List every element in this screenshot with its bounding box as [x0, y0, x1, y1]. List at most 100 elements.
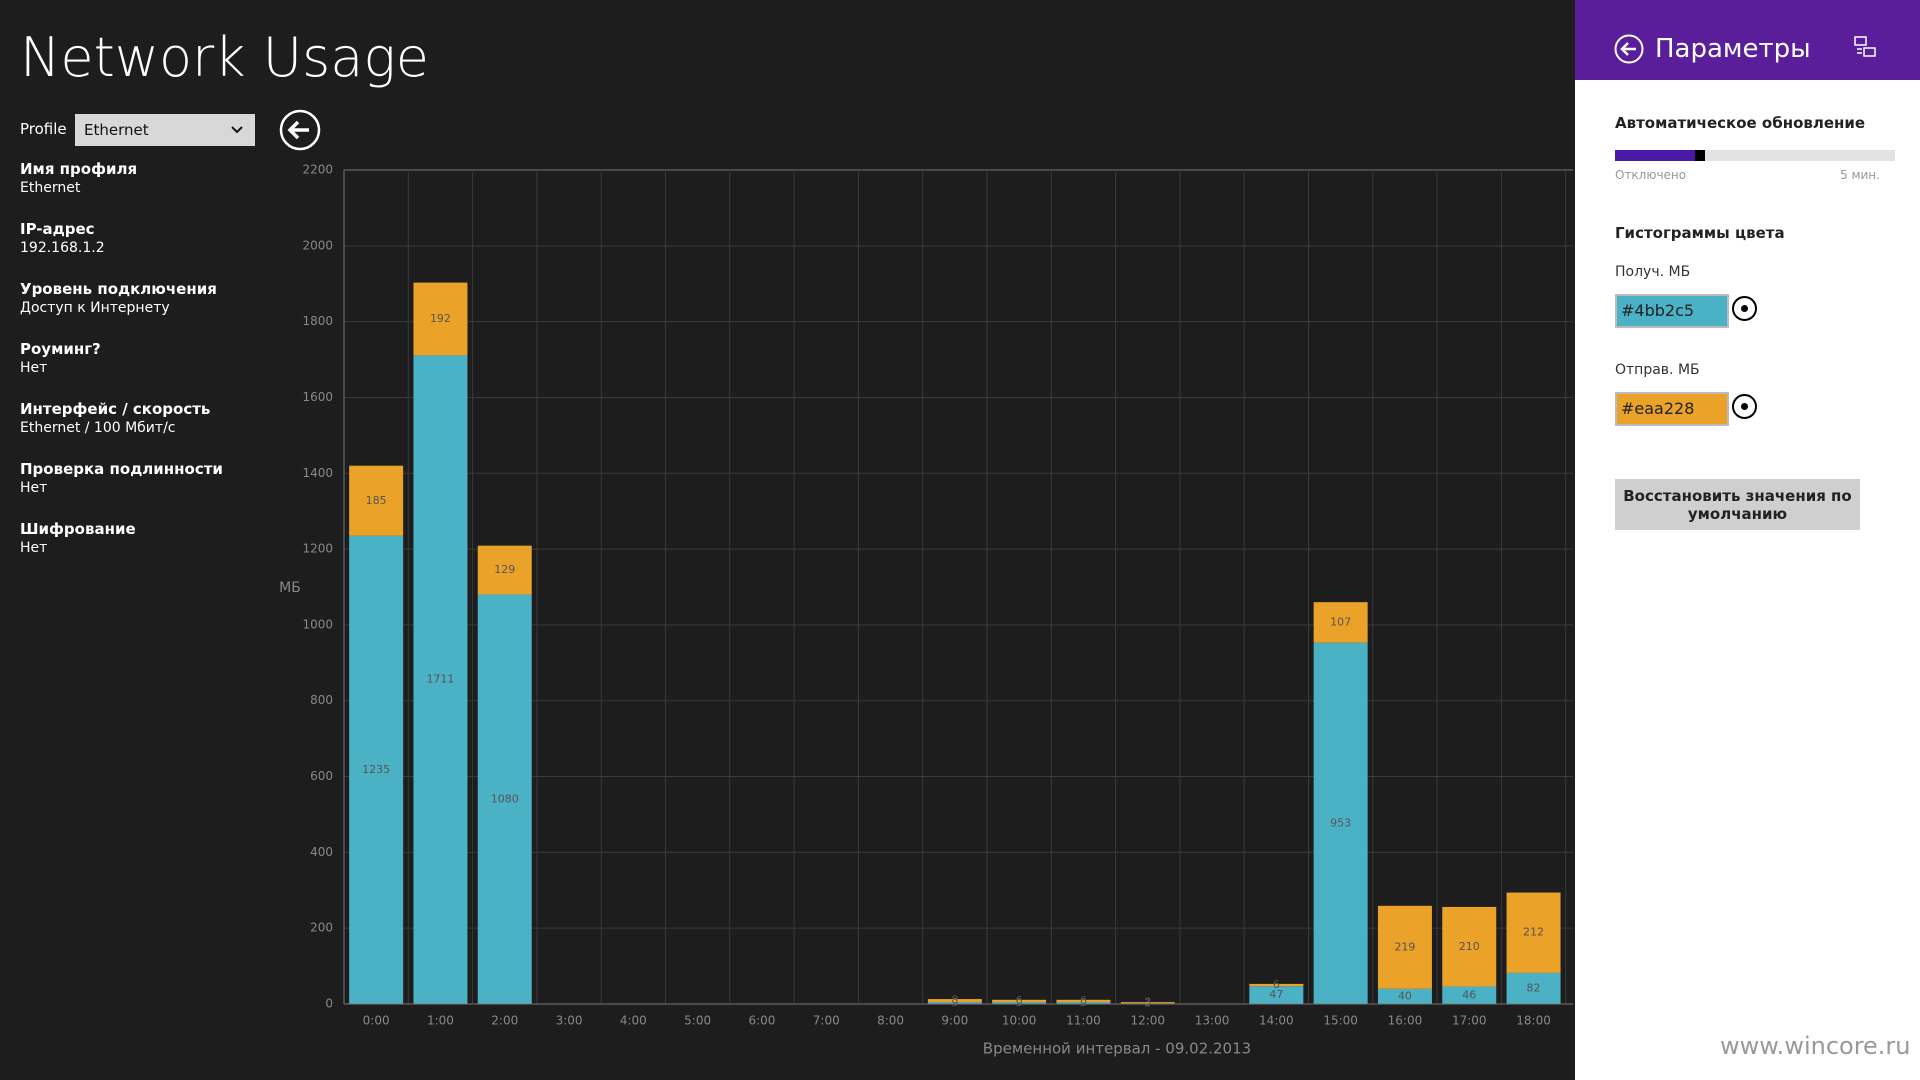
info-label: Имя профиля — [20, 160, 138, 178]
bar-segment — [1120, 1002, 1175, 1004]
x-tick-label: 7:00 — [813, 1014, 840, 1028]
x-tick-label: 13:00 — [1195, 1014, 1230, 1028]
info-label: Шифрование — [20, 520, 136, 538]
data-label: 129 — [494, 563, 515, 576]
x-tick-label: 0:00 — [363, 1014, 390, 1028]
series-name: Отправ. МБ — [1615, 362, 1700, 378]
data-label: 5 — [951, 996, 958, 1009]
bar-segment — [413, 282, 468, 356]
bar-segment — [1442, 906, 1497, 987]
bar-segment — [1506, 892, 1561, 973]
color-input[interactable]: #eaa228 — [1615, 392, 1729, 426]
x-tick-label: 16:00 — [1388, 1014, 1423, 1028]
slider-max: 5 мин. — [1840, 168, 1880, 182]
x-tick-label: 1:00 — [427, 1014, 454, 1028]
data-label: 107 — [1330, 615, 1351, 628]
y-tick-label: 1800 — [302, 314, 333, 328]
x-tick-label: 11:00 — [1066, 1014, 1101, 1028]
data-label: 1711 — [426, 673, 454, 686]
y-axis-label: МБ — [279, 580, 301, 596]
info-value: Ethernet — [20, 180, 81, 196]
picker-dot — [1741, 305, 1748, 312]
y-tick-label: 2200 — [302, 163, 333, 177]
back-button[interactable] — [278, 108, 322, 152]
series-name: Получ. МБ — [1615, 264, 1691, 280]
bar-segment — [1249, 983, 1304, 987]
bar-segment — [1313, 642, 1368, 1004]
data-label: 6 — [1273, 978, 1280, 991]
data-label: 192 — [430, 312, 451, 325]
profile-dropdown[interactable]: Ethernet — [75, 114, 255, 146]
color-picker[interactable] — [1732, 394, 1757, 419]
app-icon — [1854, 36, 1876, 57]
bar-segment — [927, 1002, 982, 1004]
info-label: IP-адрес — [20, 220, 95, 238]
bar-segment — [1506, 972, 1561, 1004]
x-tick-label: 6:00 — [748, 1014, 775, 1028]
info-value: Ethernet / 100 Мбит/с — [20, 420, 176, 436]
bar-segment — [477, 545, 532, 595]
reset-button[interactable]: Восстановить значения по умолчанию — [1615, 479, 1860, 530]
settings-panel: Параметры Автоматическое обновление Откл… — [1575, 0, 1920, 1080]
y-tick-label: 200 — [310, 921, 333, 935]
slider-fill — [1615, 150, 1695, 161]
y-tick-label: 400 — [310, 845, 333, 859]
x-tick-label: 2:00 — [491, 1014, 518, 1028]
x-tick-label: 15:00 — [1323, 1014, 1358, 1028]
bar-segment — [1377, 905, 1432, 989]
x-tick-label: 10:00 — [1002, 1014, 1037, 1028]
bar-segment — [992, 999, 1047, 1003]
data-label: 219 — [1394, 940, 1415, 953]
slider-thumb[interactable] — [1695, 150, 1705, 161]
dropdown-arrow — [231, 126, 243, 134]
data-label: 1235 — [362, 763, 390, 776]
data-label: 82 — [1527, 981, 1541, 994]
x-tick-label: 18:00 — [1516, 1014, 1551, 1028]
color-input[interactable]: #4bb2c5 — [1615, 294, 1729, 328]
profile-label: Profile — [20, 120, 67, 138]
x-tick-label: 17:00 — [1452, 1014, 1487, 1028]
info-value: Нет — [20, 480, 48, 496]
app-title: Network Usage — [20, 26, 430, 89]
data-label: 40 — [1398, 989, 1412, 1002]
data-label: 3 — [1144, 996, 1151, 1009]
y-tick-label: 600 — [310, 769, 333, 783]
settings-back[interactable] — [1613, 33, 1645, 65]
bar-segment — [349, 535, 404, 1004]
bar-segment — [1313, 602, 1368, 643]
data-label: 5 — [1016, 996, 1023, 1009]
x-axis-label: Временной интервал - 09.02.2013 — [983, 1040, 1251, 1058]
bar-segment — [413, 355, 468, 1004]
slider[interactable] — [1615, 150, 1895, 161]
slider-min: Отключено — [1615, 168, 1687, 182]
picker-dot — [1741, 403, 1748, 410]
bar-segment — [1056, 1002, 1111, 1004]
y-tick-label: 0 — [325, 997, 333, 1011]
data-label: 6 — [1080, 994, 1087, 1007]
x-tick-label: 3:00 — [556, 1014, 583, 1028]
bar-segment — [1249, 986, 1304, 1004]
x-tick-label: 4:00 — [620, 1014, 647, 1028]
bar-segment — [1442, 986, 1497, 1004]
data-label: 46 — [1462, 988, 1476, 1001]
info-label: Роуминг? — [20, 340, 101, 358]
data-label: 6 — [1016, 994, 1023, 1007]
colors-heading: Гистограммы цвета — [1615, 224, 1785, 242]
profile-value: Ethernet — [84, 121, 149, 139]
color-picker[interactable] — [1732, 296, 1757, 321]
reset-label: Восстановить значения по умолчанию — [1623, 486, 1852, 523]
settings-header: Параметры — [1575, 0, 1920, 80]
y-tick-label: 800 — [310, 693, 333, 707]
y-tick-label: 2000 — [302, 238, 333, 252]
settings-title: Параметры — [1655, 34, 1811, 64]
data-label: 953 — [1330, 816, 1351, 829]
auto-update-label: Автоматическое обновление — [1615, 114, 1866, 132]
info-label: Проверка подлинности — [20, 460, 223, 478]
bar-segment — [477, 594, 532, 1004]
bar-segment — [349, 465, 404, 536]
y-tick-label: 1400 — [302, 466, 333, 480]
data-label: 47 — [1269, 988, 1283, 1001]
info-label: Уровень подключения — [20, 280, 217, 298]
x-tick-label: 14:00 — [1259, 1014, 1294, 1028]
